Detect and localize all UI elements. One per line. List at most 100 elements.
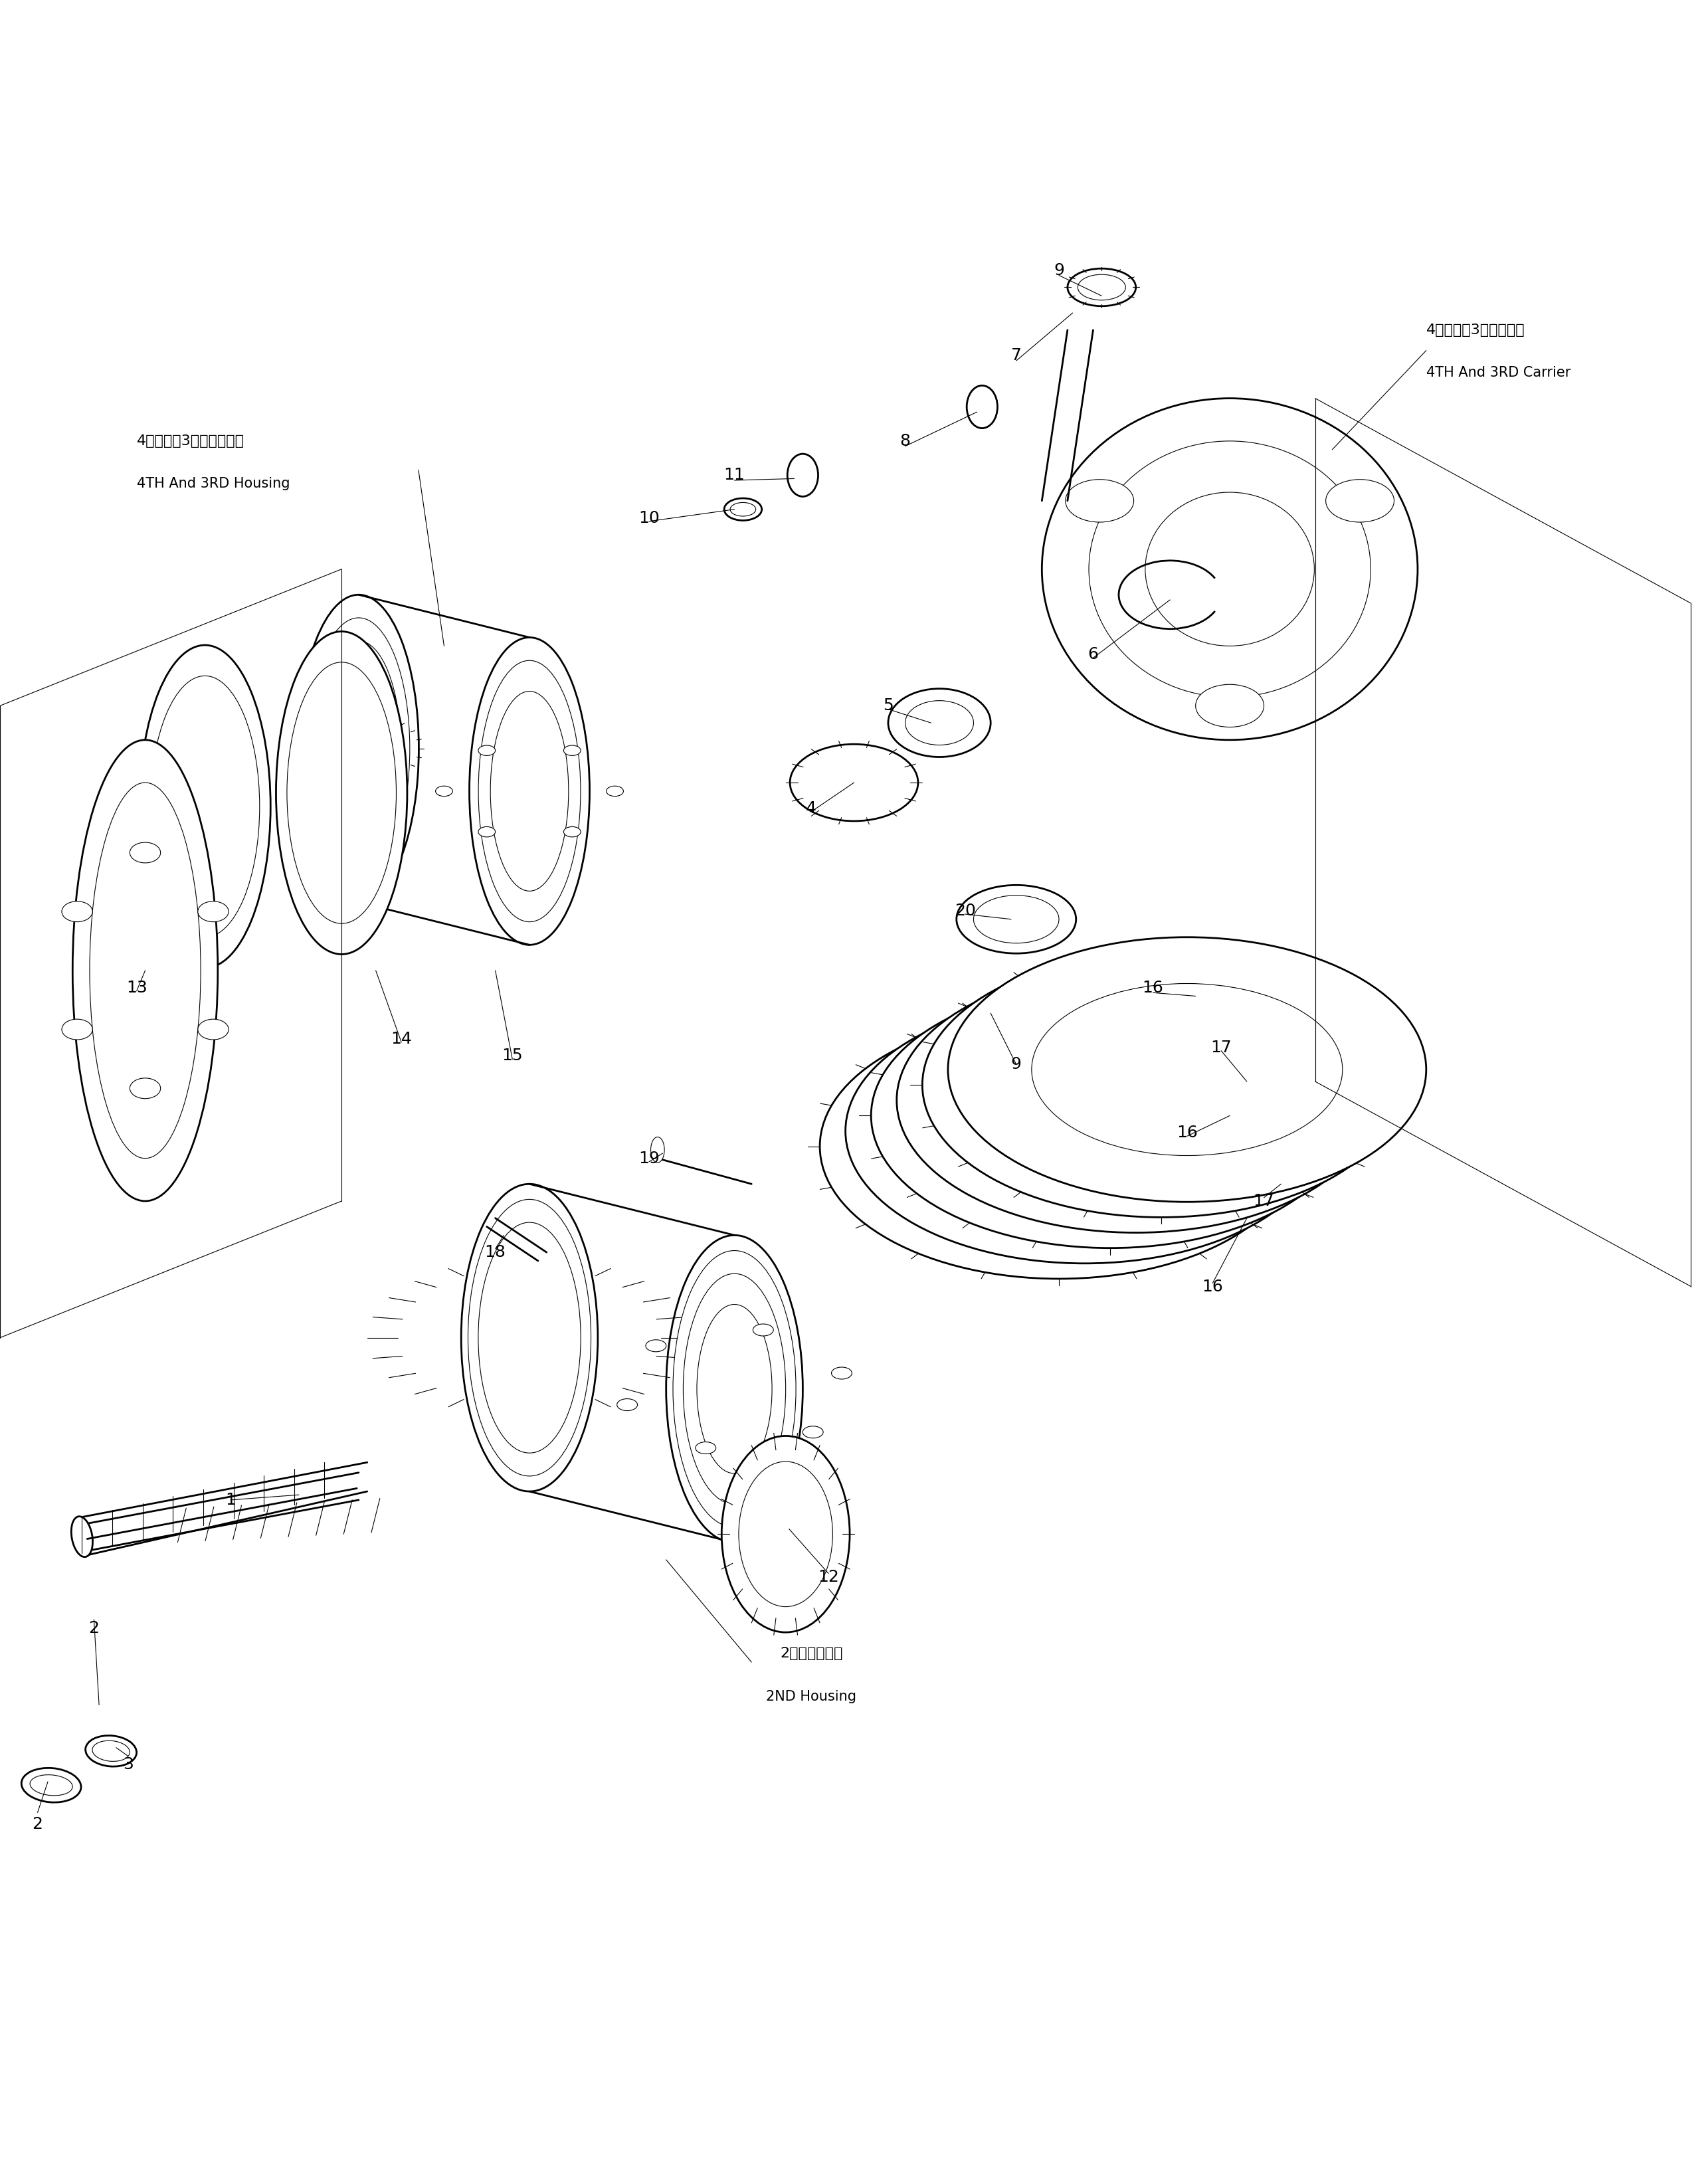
Ellipse shape	[753, 1324, 774, 1337]
Ellipse shape	[651, 1138, 664, 1164]
Ellipse shape	[22, 1767, 80, 1802]
Ellipse shape	[832, 1367, 852, 1380]
Ellipse shape	[564, 826, 581, 837]
Ellipse shape	[1042, 398, 1418, 740]
Ellipse shape	[646, 1339, 666, 1352]
Ellipse shape	[738, 1462, 834, 1607]
Ellipse shape	[1068, 268, 1136, 307]
Ellipse shape	[904, 1060, 1214, 1233]
Ellipse shape	[72, 1516, 92, 1557]
Ellipse shape	[974, 895, 1059, 943]
Ellipse shape	[905, 701, 974, 744]
Ellipse shape	[787, 454, 818, 497]
Ellipse shape	[61, 902, 92, 921]
Ellipse shape	[31, 1776, 72, 1795]
Ellipse shape	[1196, 684, 1264, 727]
Ellipse shape	[150, 675, 260, 937]
Ellipse shape	[478, 1222, 581, 1454]
Ellipse shape	[470, 638, 589, 945]
Text: 2ND Housing: 2ND Housing	[767, 1689, 856, 1702]
Text: 16: 16	[1202, 1278, 1223, 1293]
Ellipse shape	[1325, 480, 1394, 521]
Ellipse shape	[198, 902, 229, 921]
Text: 11: 11	[724, 467, 745, 482]
Ellipse shape	[299, 595, 418, 902]
Text: 9: 9	[1011, 1056, 1021, 1073]
Ellipse shape	[91, 783, 202, 1159]
Ellipse shape	[929, 1045, 1240, 1218]
Text: 15: 15	[502, 1047, 523, 1064]
Ellipse shape	[724, 497, 762, 521]
Ellipse shape	[1090, 441, 1370, 696]
Ellipse shape	[1006, 999, 1317, 1170]
Text: 17: 17	[1254, 1194, 1274, 1209]
Text: 20: 20	[955, 902, 975, 919]
Ellipse shape	[478, 746, 495, 755]
Ellipse shape	[673, 1250, 796, 1527]
Text: 13: 13	[126, 980, 147, 995]
Text: 17: 17	[1211, 1040, 1231, 1056]
Text: 12: 12	[818, 1568, 839, 1585]
Text: 5: 5	[883, 699, 893, 714]
Ellipse shape	[140, 645, 270, 967]
Ellipse shape	[956, 885, 1076, 954]
Ellipse shape	[307, 619, 410, 878]
Text: 1: 1	[225, 1492, 236, 1508]
Ellipse shape	[697, 1304, 772, 1473]
Ellipse shape	[130, 1077, 161, 1099]
Ellipse shape	[888, 688, 991, 757]
Text: 10: 10	[639, 510, 659, 526]
Ellipse shape	[731, 502, 755, 517]
Ellipse shape	[683, 1274, 786, 1503]
Text: 2速ハウジング: 2速ハウジング	[781, 1646, 842, 1661]
Ellipse shape	[85, 1735, 137, 1767]
Ellipse shape	[955, 1030, 1266, 1203]
Text: 8: 8	[900, 433, 910, 450]
Ellipse shape	[1032, 984, 1342, 1155]
Ellipse shape	[61, 1019, 92, 1040]
Text: 4: 4	[806, 800, 816, 815]
Ellipse shape	[1144, 493, 1315, 647]
Text: 4速および3速キャリヤ: 4速および3速キャリヤ	[1426, 322, 1525, 337]
Ellipse shape	[72, 740, 219, 1200]
Ellipse shape	[820, 1014, 1298, 1278]
Ellipse shape	[789, 744, 919, 822]
Text: 16: 16	[1177, 1125, 1197, 1140]
Ellipse shape	[617, 1399, 637, 1410]
Text: 4速および3速ハウジング: 4速および3速ハウジング	[137, 435, 244, 448]
Ellipse shape	[666, 1235, 803, 1542]
Ellipse shape	[130, 841, 161, 863]
Ellipse shape	[722, 1436, 851, 1633]
Text: 4TH And 3RD Carrier: 4TH And 3RD Carrier	[1426, 366, 1571, 379]
Text: 4TH And 3RD Housing: 4TH And 3RD Housing	[137, 478, 290, 491]
Ellipse shape	[490, 692, 569, 891]
Ellipse shape	[948, 937, 1426, 1203]
Ellipse shape	[564, 746, 581, 755]
Ellipse shape	[198, 1019, 229, 1040]
Ellipse shape	[922, 952, 1401, 1218]
Text: 6: 6	[1088, 647, 1098, 662]
Ellipse shape	[92, 1741, 130, 1761]
Ellipse shape	[287, 662, 396, 924]
Ellipse shape	[1066, 480, 1134, 521]
Ellipse shape	[845, 999, 1324, 1263]
Text: 18: 18	[485, 1244, 506, 1261]
Ellipse shape	[967, 385, 997, 428]
Ellipse shape	[897, 967, 1375, 1233]
Text: 14: 14	[391, 1032, 412, 1047]
Text: 2: 2	[89, 1620, 99, 1635]
Ellipse shape	[277, 632, 407, 954]
Ellipse shape	[478, 660, 581, 921]
Ellipse shape	[980, 1014, 1291, 1185]
Ellipse shape	[803, 1425, 823, 1438]
Text: 7: 7	[1011, 348, 1021, 363]
Ellipse shape	[461, 1183, 598, 1492]
Ellipse shape	[606, 785, 623, 796]
Text: 19: 19	[639, 1151, 659, 1166]
Text: 2: 2	[32, 1817, 43, 1832]
Ellipse shape	[468, 1198, 591, 1475]
Ellipse shape	[1078, 275, 1126, 301]
Ellipse shape	[316, 640, 401, 857]
Ellipse shape	[478, 826, 495, 837]
Text: 3: 3	[123, 1756, 133, 1774]
